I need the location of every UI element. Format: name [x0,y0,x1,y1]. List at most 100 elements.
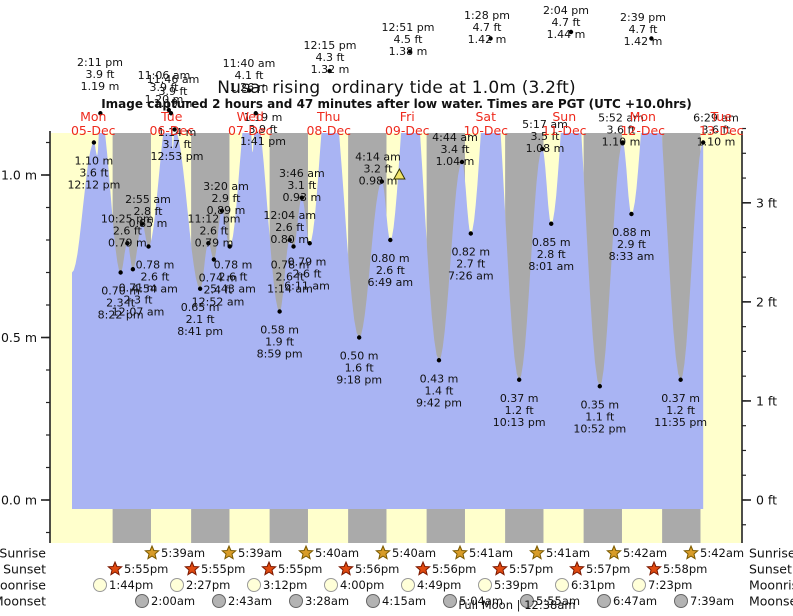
moonrise-icon [632,578,646,592]
tide-annotation-line: 0.89 m [207,204,246,217]
sunset-time: 5:55pm [124,562,168,576]
tide-annotation-line: 10:13 pm [493,416,546,429]
sunrise-icon [221,544,237,560]
tide-point-dot [407,49,413,54]
now-marker-icon [393,167,406,180]
sunrise-time: 5:40am [392,546,436,560]
day-label-name: Wed [237,109,264,124]
moonset-icon [443,594,457,608]
day-label-name: Thu [316,109,340,124]
tide-point-dot [166,107,172,113]
tide-annotation-line: 12:52 am [192,296,245,309]
tide-annotation-line: 2.3 ft [124,293,154,306]
tide-point-dot [516,377,522,382]
tide-annotation-line: 0.70 m [101,285,140,298]
moonset-icon [212,594,226,608]
tide-annotation-line: 3.6 ft [607,124,637,137]
sunset-icon [492,560,508,576]
tide-point-dot [291,244,296,249]
tide-point-dot [629,211,634,217]
tide-annotation-line: 0.79 m [195,236,234,249]
sunrise-time: 5:42am [623,546,667,560]
tide-annotation-line: 4.7 ft [473,21,503,34]
moon-phase-label: Full Moon | 12:38am [458,598,575,612]
tide-annotation-line: 11:06 am [138,69,191,82]
sunrise-time: 5:41am [546,546,590,560]
right-axis-tick-label: 0 ft [756,493,777,508]
row-label-sunset-right: Sunset [749,562,792,577]
sunrise-time: 5:39am [161,546,205,560]
moonrise-icon [555,578,569,592]
tide-annotation-line: 3.9 ft [86,68,116,81]
sunset-time: 5:57pm [509,562,553,576]
tide-point-dot [130,267,136,272]
tide-point-dot [146,244,151,249]
day-label-name: Fri [400,109,415,124]
tide-annotation-line: 0.71 m [119,281,158,294]
tide-annotation-line: 12:15 pm [304,39,357,52]
left-axis-tick-label: 0.0 m [1,493,37,508]
tide-annotation-line: 2.8 ft [537,248,567,261]
tide-annotation-line: 2.6 ft [376,264,406,277]
tide-annotation-line: 11:40 am [223,57,276,70]
tide-point-dot [388,237,393,243]
tide-annotation-line: 0.37 m [661,392,700,405]
tide-annotation-line: 2.6 ft [141,271,171,284]
day-label-date: 05-Dec [71,123,116,138]
tide-annotation-line: 8:22 pm [98,309,144,322]
tide-annotation-line: 5:17 am [522,118,568,131]
sunset-icon [338,560,354,576]
moonrise-time: 2:27pm [186,578,230,592]
tide-point-dot [597,384,603,389]
tide-annotation-line: 1.08 m [526,142,565,155]
moonset-icon [597,594,611,608]
tide-annotation-line: 0.79 m [108,236,147,249]
tide-annotation-line: 0.79 m [288,255,327,268]
day-label-name: Mon [80,109,106,124]
tide-annotation-line: 1.10 m [697,136,736,149]
tide-point-dot [356,335,362,340]
tide-annotation-line: 12:12 pm [67,179,120,192]
tide-point-dot [568,29,574,35]
left-axis-tick-label: 1.0 m [1,168,37,183]
tide-annotation-line: 2.9 ft [617,238,647,251]
tide-annotation-line: 1.19 m [244,111,283,124]
tide-annotation-line: 2.8 ft [134,205,164,218]
tide-point-dot [649,36,654,41]
tide-point-dot [246,88,252,93]
tide-annotation-line: 1.9 ft [265,336,295,349]
tide-point-dot [700,140,706,145]
tide-annotation-line: 12:04 am [263,209,316,222]
day-label-name: Tue [710,109,733,124]
tide-point-dot [436,358,442,363]
tide-annotation-line: 0.43 m [420,372,459,385]
tide-annotation-line: 3.4 ft [441,143,471,156]
tide-annotation-line: 1.04 m [436,155,475,168]
tide-annotation-line: 2.6 ft [219,271,249,284]
tide-point-dot [287,237,292,243]
moonset-icon [289,594,303,608]
tide-point-dot [459,159,465,165]
tide-annotation-line: 4.3 ft [316,51,346,64]
moonset-time: 5:04am [459,594,503,608]
sunset-time: 5:58pm [663,562,707,576]
day-label-date: 08-Dec [306,123,351,138]
tide-point-dot [253,111,258,116]
moonrise-time: 7:23pm [648,578,692,592]
tide-annotation-line: 3.6 ft [702,124,732,137]
tide-point-dot [379,179,385,184]
tide-point-dot [468,231,474,236]
day-label-name: Tue [160,109,183,124]
tide-annotation-line: 0.93 m [282,191,321,204]
moonrise-time: 6:31pm [571,578,615,592]
moonrise-icon [247,578,261,592]
tide-annotation-line: 0.37 m [500,392,539,405]
tide-curve [72,133,704,509]
tide-annotation-line: 0.85 m [129,217,168,230]
moonset-time: 2:43am [228,594,272,608]
tide-point-dot [540,146,545,152]
tide-point-dot [549,221,554,226]
tide-annotation-line: 1.2 ft [666,404,696,417]
